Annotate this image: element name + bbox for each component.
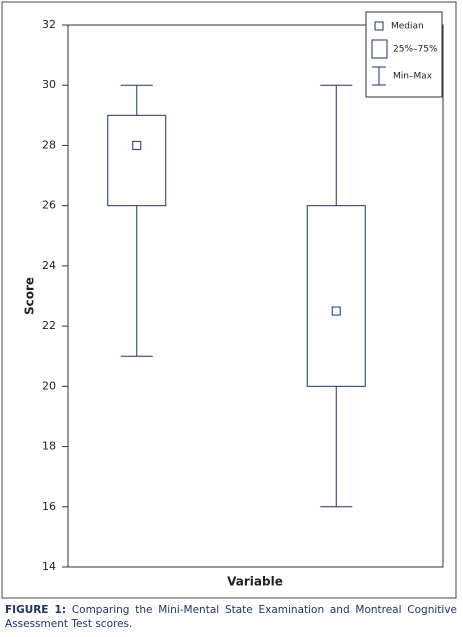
y-tick-label: 16: [42, 500, 56, 513]
chart-frame: [1, 1, 457, 599]
plot-area: [67, 24, 444, 568]
x-axis-label: Variable: [227, 575, 283, 589]
legend-label: Median: [391, 22, 424, 32]
y-tick-label: 14: [42, 560, 56, 573]
legend-label: 25%–75%: [393, 45, 438, 55]
y-tick-label: 20: [42, 379, 56, 392]
figure-caption: FIGURE 1: Comparing the Mini-Mental Stat…: [5, 603, 457, 631]
y-tick-label: 22: [42, 319, 56, 332]
y-axis-label: Score: [23, 277, 37, 315]
median-marker: [132, 140, 142, 150]
legend-label: Min–Max: [393, 72, 433, 82]
y-tick-label: 30: [42, 78, 56, 91]
legend-box-icon: [371, 39, 388, 59]
caption-label: FIGURE 1:: [5, 604, 67, 616]
y-tick-label: 28: [42, 138, 56, 151]
median-marker: [331, 306, 341, 316]
box: [306, 205, 366, 387]
legend-median-icon: [374, 21, 384, 31]
caption-text: Comparing the Mini-Mental State Examinat…: [5, 604, 457, 630]
y-tick-label: 32: [42, 18, 56, 31]
box: [107, 114, 167, 207]
y-tick-label: 24: [42, 259, 56, 272]
chart: Variable Score 14 16 18 20 22 24 26 28 30 32 Media…: [1, 1, 457, 599]
y-tick-label: 18: [42, 440, 56, 453]
y-tick-label: 26: [42, 199, 56, 212]
